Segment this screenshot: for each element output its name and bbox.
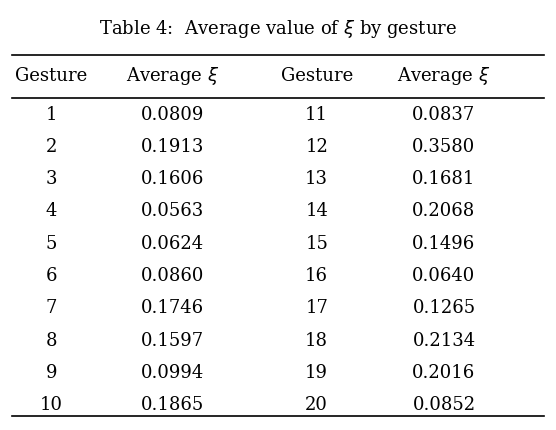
Text: 0.1746: 0.1746: [141, 299, 205, 317]
Text: 0.0837: 0.0837: [413, 106, 475, 123]
Text: 0.0994: 0.0994: [141, 364, 205, 382]
Text: 12: 12: [305, 138, 328, 156]
Text: 4: 4: [46, 203, 57, 221]
Text: Table 4:  Average value of $\xi$ by gesture: Table 4: Average value of $\xi$ by gestu…: [99, 18, 457, 40]
Text: 1: 1: [46, 106, 57, 123]
Text: 0.0852: 0.0852: [413, 396, 475, 414]
Text: 10: 10: [39, 396, 63, 414]
Text: 3: 3: [46, 170, 57, 188]
Text: 0.0640: 0.0640: [413, 267, 475, 285]
Text: 18: 18: [305, 332, 328, 350]
Text: 0.1865: 0.1865: [141, 396, 205, 414]
Text: 0.0809: 0.0809: [141, 106, 205, 123]
Text: 0.2134: 0.2134: [413, 332, 475, 350]
Text: 7: 7: [46, 299, 57, 317]
Text: 0.1597: 0.1597: [141, 332, 205, 350]
Text: 0.1913: 0.1913: [141, 138, 205, 156]
Text: 2: 2: [46, 138, 57, 156]
Text: 19: 19: [305, 364, 328, 382]
Text: 15: 15: [305, 235, 328, 253]
Text: 0.0563: 0.0563: [141, 203, 205, 221]
Text: 0.2068: 0.2068: [413, 203, 475, 221]
Text: 0.1265: 0.1265: [413, 299, 475, 317]
Text: 6: 6: [46, 267, 57, 285]
Text: 0.2016: 0.2016: [413, 364, 475, 382]
Text: 20: 20: [305, 396, 328, 414]
Text: 0.1496: 0.1496: [413, 235, 475, 253]
Text: 0.1681: 0.1681: [413, 170, 475, 188]
Text: 13: 13: [305, 170, 328, 188]
Text: Gesture: Gesture: [15, 67, 87, 85]
Text: 14: 14: [305, 203, 328, 221]
Text: 11: 11: [305, 106, 328, 123]
Text: 0.0624: 0.0624: [141, 235, 205, 253]
Text: 9: 9: [46, 364, 57, 382]
Text: 0.1606: 0.1606: [141, 170, 205, 188]
Text: 5: 5: [46, 235, 57, 253]
Text: Average $\xi$: Average $\xi$: [126, 65, 220, 87]
Text: 0.3580: 0.3580: [413, 138, 475, 156]
Text: 0.0860: 0.0860: [141, 267, 205, 285]
Text: Gesture: Gesture: [281, 67, 353, 85]
Text: 16: 16: [305, 267, 328, 285]
Text: 17: 17: [305, 299, 328, 317]
Text: 8: 8: [46, 332, 57, 350]
Text: Average $\xi$: Average $\xi$: [398, 65, 490, 87]
